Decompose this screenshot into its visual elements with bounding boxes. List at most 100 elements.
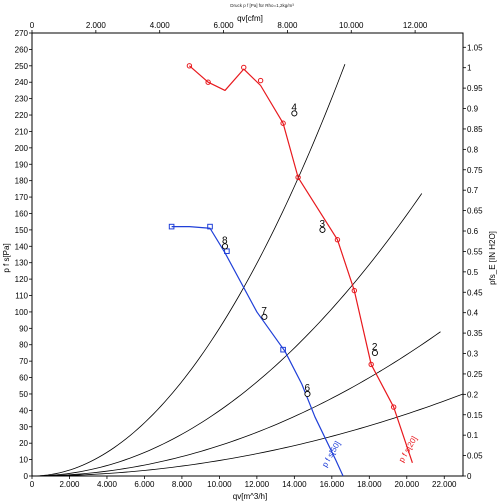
system-curves xyxy=(31,64,464,477)
y-tick-label: 250 xyxy=(15,62,29,71)
x2-tick-label: 4.000 xyxy=(150,21,171,30)
data-point xyxy=(168,223,175,230)
y-tick-label: 10 xyxy=(19,456,28,465)
x-tick-label: 6.000 xyxy=(134,480,155,489)
y-tick-label: 30 xyxy=(19,423,28,432)
y2-tick-label: 0 xyxy=(467,472,472,481)
y-tick-label: 180 xyxy=(15,177,29,186)
chart-title: Druck p f [Pa] für Rho=1,2kg/m³ xyxy=(230,3,294,8)
operating-point-label: 2 xyxy=(372,342,378,353)
y2-tick-label: 0.55 xyxy=(467,247,483,256)
y-tick-label: 0 xyxy=(24,472,29,481)
y-tick-label: 130 xyxy=(15,259,29,268)
operating-point-marker xyxy=(304,390,311,398)
y-tick-label: 60 xyxy=(19,374,28,383)
x2-tick-label: 2.000 xyxy=(86,21,107,30)
x-axis-label: qv[m^3/h] xyxy=(233,492,267,501)
data-point xyxy=(241,64,247,71)
y-tick-label: 90 xyxy=(19,324,28,333)
data-point xyxy=(207,223,213,230)
series-line xyxy=(189,65,413,464)
series-label: p f s[20] xyxy=(397,435,419,464)
x-tick-label: 16.000 xyxy=(320,480,345,489)
y-tick-label: 50 xyxy=(19,390,28,399)
y-tick-label: 200 xyxy=(15,144,29,153)
y-tick-label: 220 xyxy=(15,111,29,120)
data-point xyxy=(257,77,264,84)
data-point xyxy=(334,237,341,243)
y2-tick-label: 0.25 xyxy=(467,370,483,379)
y2-tick-label: 0.75 xyxy=(467,166,483,175)
data-point xyxy=(280,120,286,126)
system-curve xyxy=(31,64,346,477)
y-tick-label: 190 xyxy=(15,160,29,169)
operating-point-marker xyxy=(221,243,229,250)
operating-points: 2 3 4 6 7 8 xyxy=(221,102,378,398)
operating-point-label: 4 xyxy=(291,102,297,113)
operating-point-marker xyxy=(371,349,378,356)
series-label: p f s[50] xyxy=(320,440,342,469)
y2-tick-label: 0.8 xyxy=(467,145,479,154)
data-point xyxy=(224,248,230,255)
y2-tick-label: 0.6 xyxy=(467,227,479,236)
x2-axis-label: qv[cfm] xyxy=(237,14,263,23)
operating-point-marker xyxy=(319,226,326,233)
x2-tick-label: 6.000 xyxy=(214,21,235,30)
system-curve xyxy=(31,331,441,477)
y2-tick-label: 0.05 xyxy=(467,452,483,461)
y-tick-label: 100 xyxy=(15,308,29,317)
data-point xyxy=(295,174,301,181)
x-tick-label: 12.000 xyxy=(245,480,270,489)
y-tick-label: 150 xyxy=(15,226,29,235)
y2-tick-label: 1 xyxy=(467,64,472,73)
y2-tick-label: 0.7 xyxy=(467,186,479,195)
data-point xyxy=(368,361,374,368)
operating-point-marker xyxy=(261,313,268,320)
y-tick-label: 160 xyxy=(15,209,29,218)
series-layer: p f s[20] p f s[50] xyxy=(168,63,419,477)
y2-tick-label: 0.45 xyxy=(467,288,483,297)
y2-tick-label: 0.2 xyxy=(467,390,479,399)
x-tick-label: 20.000 xyxy=(395,480,420,489)
y-tick-label: 170 xyxy=(15,193,29,202)
y2-tick-label: 0.15 xyxy=(467,411,483,420)
y2-tick-label: 0.3 xyxy=(467,350,479,359)
y-tick-label: 240 xyxy=(15,78,29,87)
y-tick-label: 120 xyxy=(15,275,29,284)
x-tick-label: 8.000 xyxy=(172,480,193,489)
y2-axis-label: pfs_E [IN H2O] xyxy=(488,231,497,285)
y-tick-label: 230 xyxy=(15,95,29,104)
y-tick-label: 140 xyxy=(15,242,29,251)
data-point xyxy=(390,404,397,410)
y2-tick-label: 0.65 xyxy=(467,207,483,216)
y-axis-label: p f s[Pa] xyxy=(2,243,11,272)
y2-tick-label: 1.05 xyxy=(467,43,483,52)
y-tick-label: 20 xyxy=(19,439,28,448)
y2-tick-label: 0.5 xyxy=(467,268,479,277)
data-point xyxy=(351,287,358,294)
y2-tick-label: 0.9 xyxy=(467,105,479,114)
operating-point-label: 3 xyxy=(319,219,325,230)
x2-tick-label: 8.000 xyxy=(277,21,298,30)
y2-tick-label: 0.85 xyxy=(467,125,483,134)
x2-tick-label: 12.000 xyxy=(403,21,428,30)
plot-frame xyxy=(31,32,464,477)
x-tick-label: 2.000 xyxy=(59,480,80,489)
x-tick-label: 0 xyxy=(30,480,35,489)
data-point xyxy=(280,346,286,353)
y2-tick-label: 0.35 xyxy=(467,329,483,338)
y2-tick-label: 0.1 xyxy=(467,431,479,440)
y-tick-label: 210 xyxy=(15,127,29,136)
system-curve xyxy=(31,393,464,477)
data-point xyxy=(205,79,211,85)
y-tick-label: 80 xyxy=(19,341,28,350)
x2-tick-label: 0 xyxy=(30,21,35,30)
x-tick-label: 18.000 xyxy=(357,480,382,489)
y-tick-label: 110 xyxy=(15,292,28,301)
operating-point-label: 6 xyxy=(304,383,310,394)
system-curve xyxy=(31,193,423,477)
x2-tick-label: 10.000 xyxy=(339,21,364,30)
operating-point-label: 7 xyxy=(261,306,267,317)
axes-ticks: 0102030405060708090100110120130140150160… xyxy=(15,21,483,489)
